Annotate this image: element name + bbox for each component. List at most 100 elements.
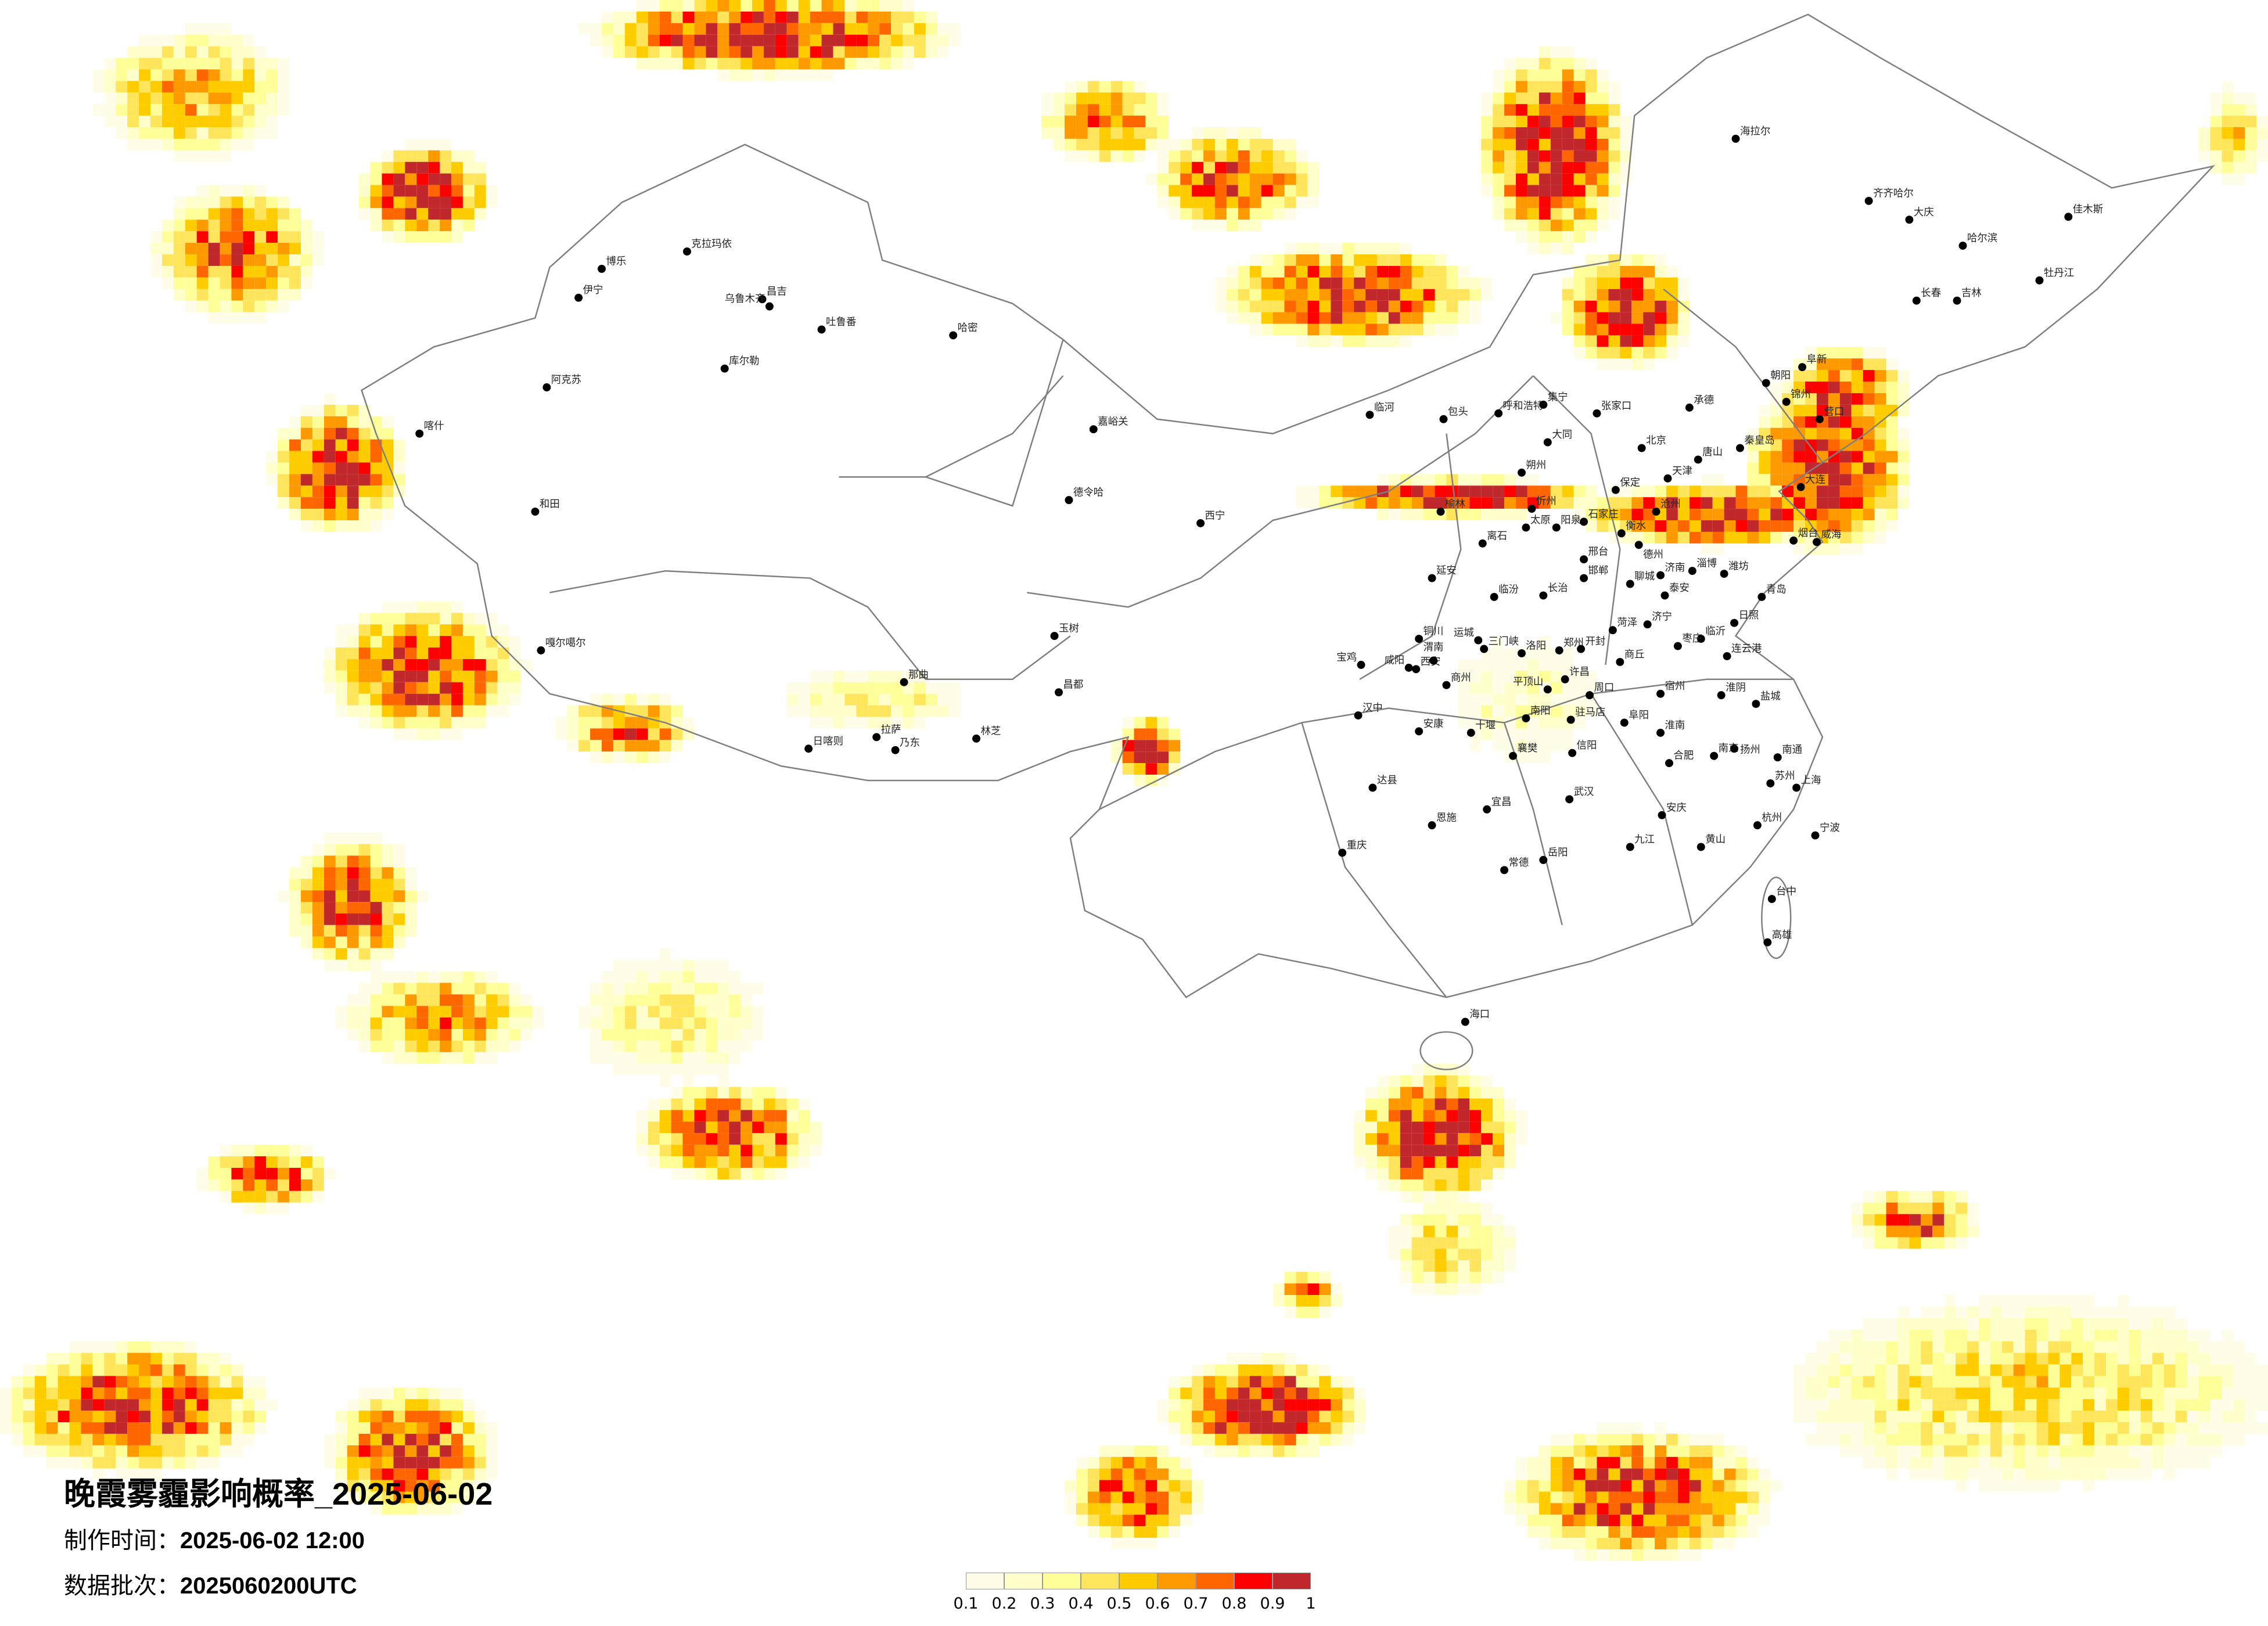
heat-cell	[1169, 1456, 1181, 1469]
heat-cell	[1828, 358, 1840, 370]
heat-cell	[1747, 520, 1759, 532]
heat-cell	[1087, 150, 1099, 162]
heat-cell	[1655, 265, 1666, 278]
city-dot	[1813, 538, 1821, 546]
heat-cell	[624, 1052, 637, 1064]
heat-cell	[717, 1075, 729, 1087]
heat-cell	[1238, 1376, 1250, 1388]
heat-cell	[717, 1156, 729, 1168]
heat-cell	[1481, 670, 1493, 682]
heat-cell	[1562, 138, 1574, 150]
heat-cell	[1238, 1399, 1250, 1411]
heat-cell	[1388, 509, 1400, 520]
heat-cell	[1608, 335, 1620, 347]
heat-cell	[1874, 1387, 1886, 1400]
heat-cell	[278, 92, 290, 105]
heat-cell	[578, 740, 591, 752]
heat-cell	[2187, 1422, 2199, 1434]
heat-cell	[2036, 1433, 2048, 1445]
heat-cell	[706, 0, 718, 12]
heat-cell	[810, 705, 822, 717]
heat-cell	[1978, 1422, 1990, 1434]
heat-cell	[1354, 1145, 1365, 1157]
heat-cell	[1400, 1190, 1412, 1203]
heat-cell	[161, 1433, 174, 1445]
city-label: 包头	[1448, 406, 1468, 418]
heat-cell	[1851, 1329, 1863, 1341]
heat-cell	[116, 1411, 128, 1423]
heat-cell	[1446, 1168, 1458, 1179]
heat-cell	[1631, 265, 1644, 278]
heat-cell	[474, 705, 486, 717]
heat-cell	[1539, 161, 1551, 174]
heat-cell	[833, 23, 845, 35]
city-marker: 乃东	[891, 737, 920, 754]
heat-cell	[486, 185, 498, 197]
heat-cell	[347, 1491, 359, 1503]
heat-cell	[382, 670, 394, 682]
heat-cell	[1319, 1283, 1331, 1296]
heat-cell	[2025, 1399, 2037, 1411]
heat-cell	[1851, 1341, 1863, 1353]
heat-cell	[243, 1411, 255, 1423]
heat-cell	[1515, 138, 1527, 150]
heat-cell	[1585, 185, 1597, 197]
heat-cell	[1493, 682, 1505, 694]
heat-cell	[370, 1411, 382, 1423]
heat-cell	[1307, 1272, 1320, 1284]
heat-cell	[1388, 1133, 1400, 1145]
heat-cell	[451, 682, 463, 694]
border-line	[839, 375, 1064, 478]
heat-cell	[2222, 1364, 2234, 1376]
heat-cell	[1376, 312, 1389, 324]
heat-cell	[1932, 1318, 1944, 1330]
heat-cell	[1782, 497, 1794, 509]
heat-cell	[254, 1156, 267, 1168]
heat-cell	[1978, 1387, 1990, 1400]
heat-cell	[1226, 127, 1238, 139]
city-dot	[1428, 821, 1436, 830]
heat-cell	[1782, 462, 1794, 474]
heat-cell	[1839, 520, 1852, 532]
heat-cell	[104, 1387, 116, 1400]
heat-cell	[1307, 185, 1320, 197]
city-label: 临汾	[1498, 584, 1519, 595]
heat-cell	[57, 1399, 70, 1411]
heat-cell	[821, 670, 833, 682]
heat-cell	[116, 1364, 128, 1376]
heat-cell	[289, 439, 301, 451]
heat-cell	[1863, 1352, 1875, 1365]
heat-cell	[2106, 1387, 2118, 1400]
heat-cell	[1863, 474, 1875, 486]
heat-cell	[1307, 1364, 1320, 1376]
heat-cell	[1608, 254, 1620, 266]
heat-cell	[416, 161, 429, 174]
heat-cell	[682, 1133, 695, 1145]
heat-cell	[741, 46, 753, 58]
heat-cell	[1550, 659, 1562, 671]
heat-cell	[659, 705, 671, 717]
heat-cell	[1435, 1075, 1447, 1087]
heat-cell	[1874, 497, 1886, 509]
heat-cell	[1319, 1399, 1331, 1411]
heat-cell	[1307, 1445, 1320, 1457]
heat-cell	[358, 173, 371, 185]
heat-cell	[1816, 382, 1828, 393]
heat-cell	[1539, 92, 1551, 105]
heat-cell	[196, 1387, 209, 1400]
heat-cell	[451, 1029, 463, 1041]
heat-cell	[659, 971, 671, 983]
heat-cell	[1886, 485, 1898, 498]
heat-cell	[1319, 1411, 1331, 1423]
heat-cell	[1354, 323, 1365, 336]
heat-cell	[1319, 1295, 1331, 1307]
heat-cell	[1897, 1190, 1910, 1203]
heat-cell	[254, 1168, 267, 1179]
heat-cell	[2071, 1352, 2083, 1365]
city-dot	[1660, 591, 1669, 600]
heat-cell	[266, 127, 278, 139]
heat-cell	[347, 705, 359, 717]
heat-cell	[335, 659, 347, 671]
heat-cell	[1666, 300, 1678, 312]
